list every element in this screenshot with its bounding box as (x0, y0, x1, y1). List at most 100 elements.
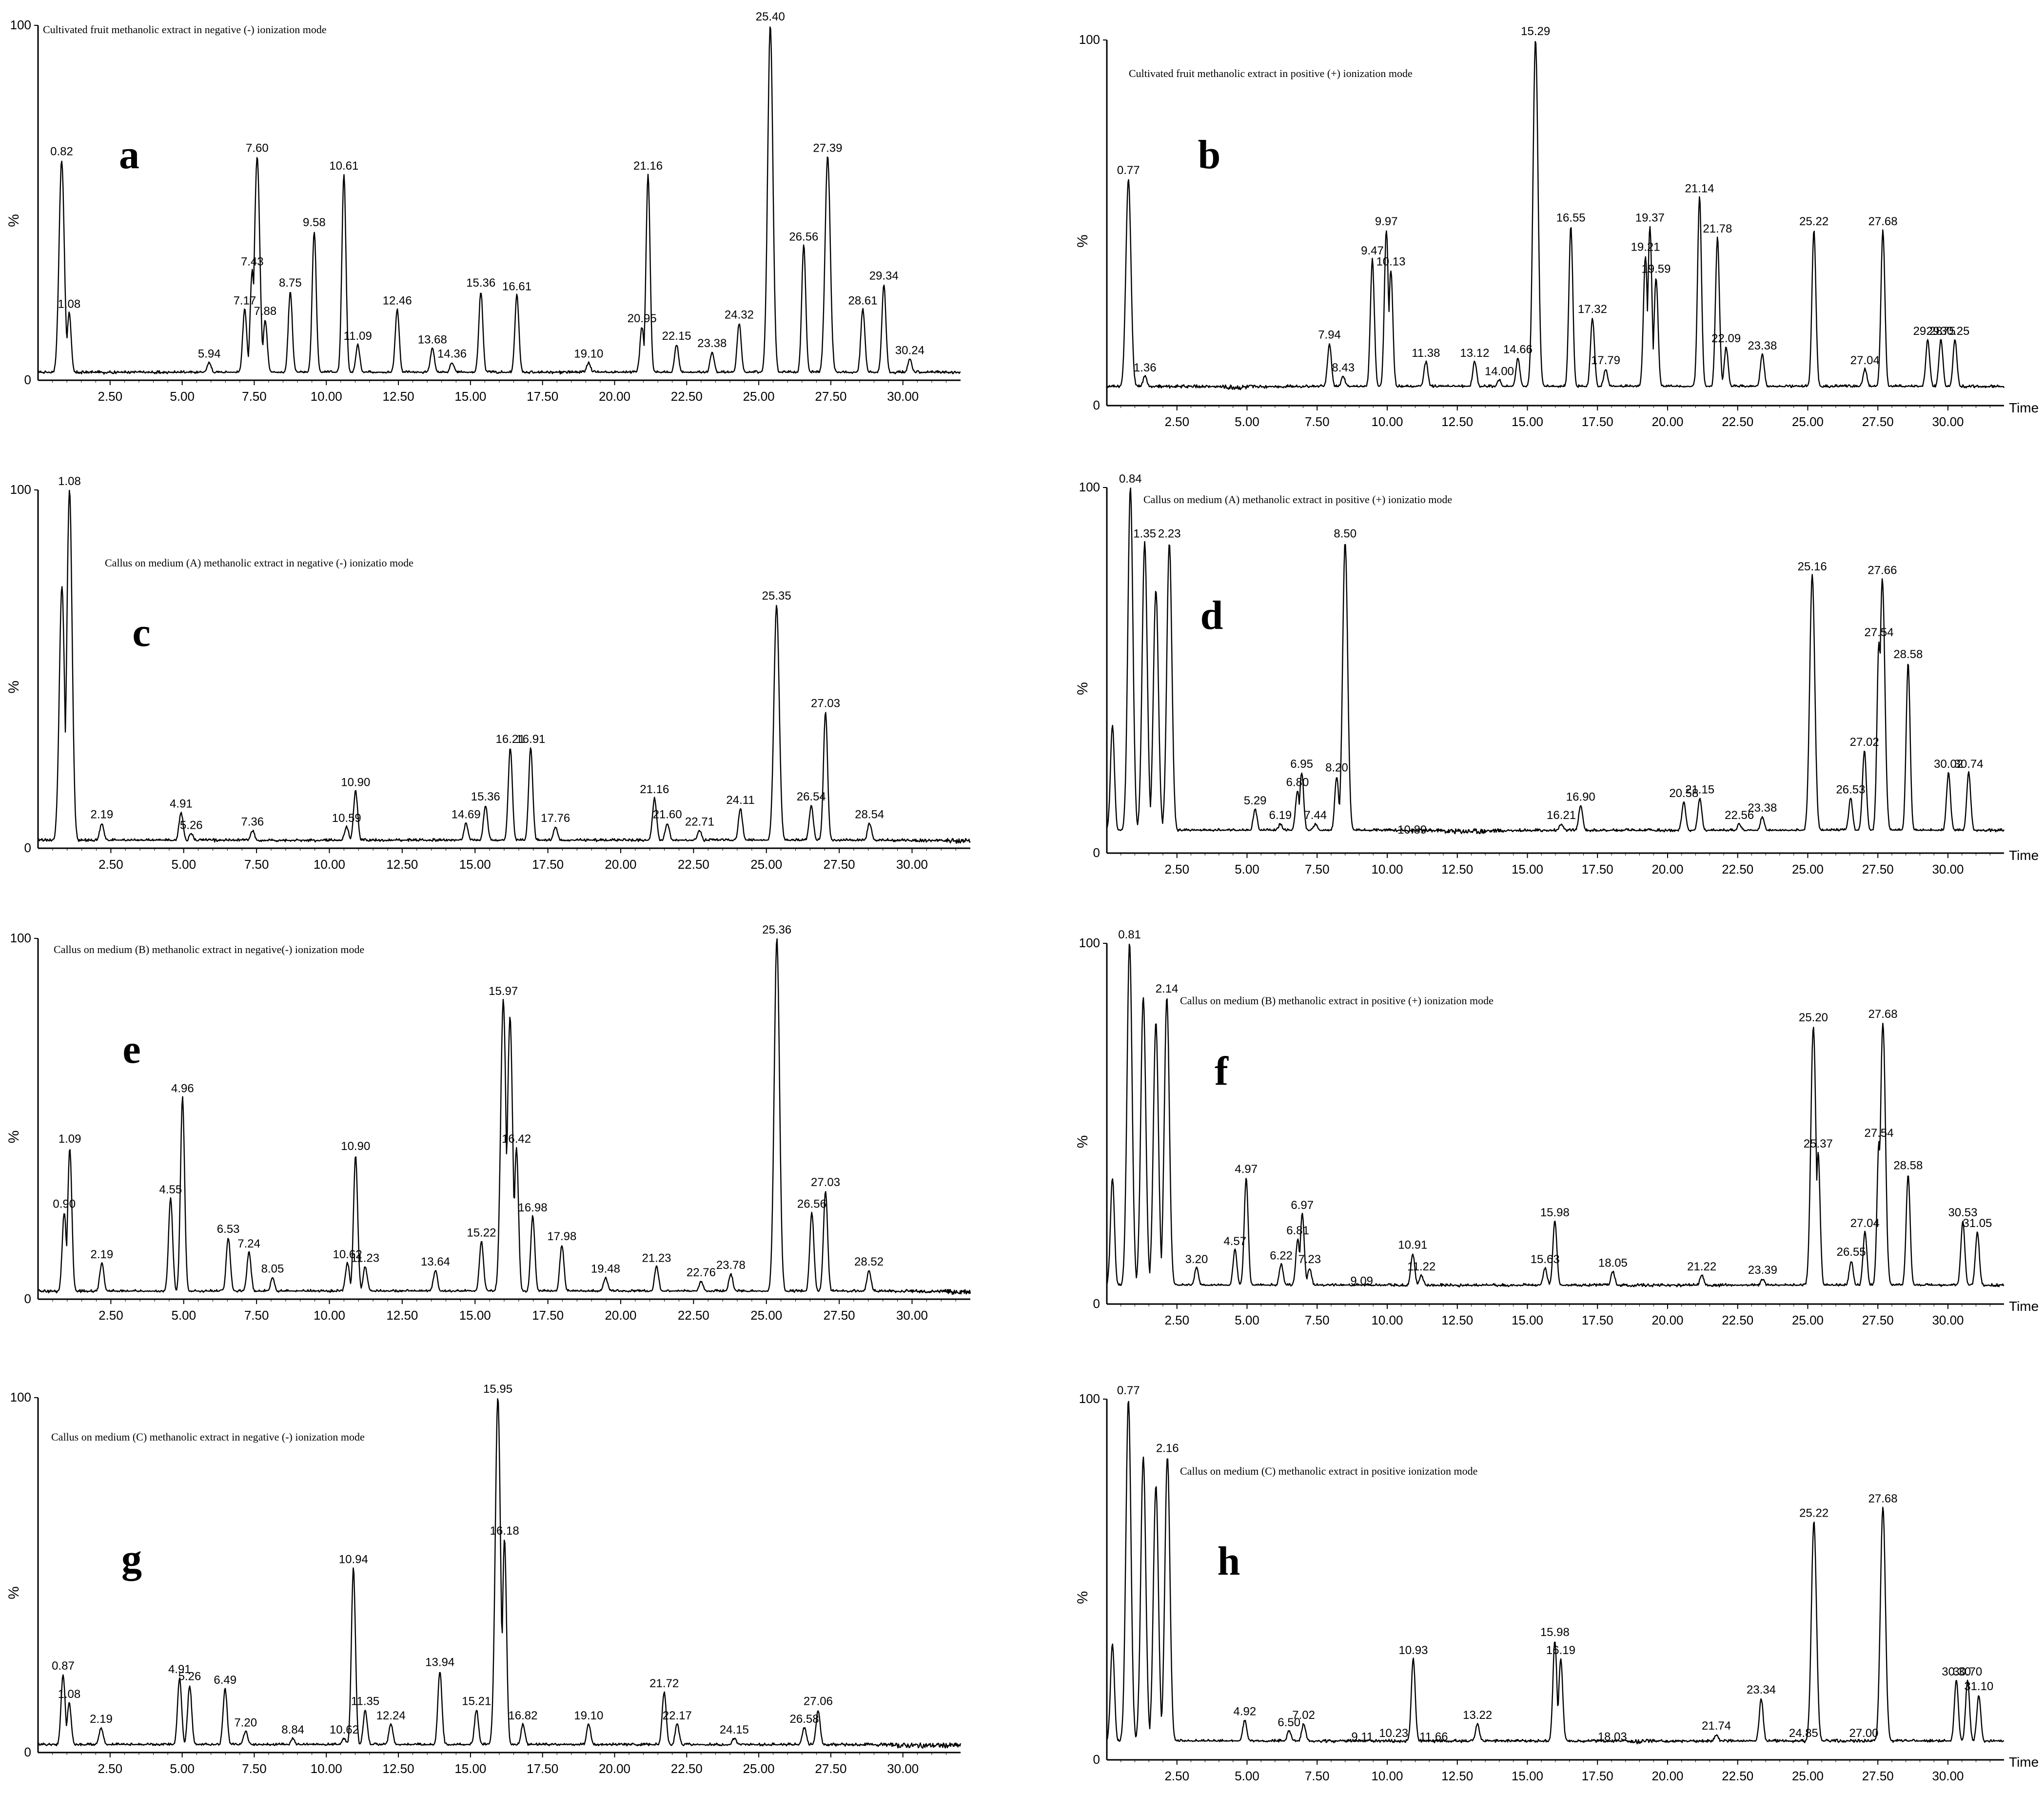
peak-label: 26.56 (789, 230, 818, 243)
peak-label: 27.04 (1850, 1217, 1880, 1230)
peak-label: 25.35 (762, 589, 791, 603)
peak-label: 16.21 (1547, 809, 1576, 822)
peak-label: 7.24 (237, 1237, 260, 1250)
x-tick-label: 17.50 (1582, 1769, 1613, 1783)
peak-label: 19.21 (1631, 241, 1660, 254)
peak-label: 27.06 (804, 1695, 833, 1708)
peak-label: 17.98 (547, 1230, 576, 1243)
panel-title: Cultivated fruit methanolic extract in p… (1129, 67, 1413, 79)
x-tick-label: 22.50 (671, 389, 703, 404)
peak-label: 10.90 (341, 776, 370, 789)
peak-label: 11.66 (1419, 1730, 1448, 1743)
peak-label: 7.44 (1304, 809, 1327, 822)
peak-label: 2.14 (1156, 982, 1179, 995)
x-tick-label: 30.00 (896, 857, 928, 872)
peak-label: 30.74 (1954, 758, 1984, 771)
chromatogram-trace (38, 938, 971, 1295)
x-axis-label: Time (2009, 1299, 2039, 1314)
peak-label: 5.26 (178, 1670, 201, 1683)
x-tick-label: 27.50 (1862, 862, 1894, 877)
y-axis-label: % (1075, 682, 1091, 695)
x-tick-label: 12.50 (1441, 862, 1473, 877)
peak-label: 31.10 (1964, 1680, 1993, 1693)
peak-label: 10.59 (332, 812, 361, 825)
peak-label: 14.00 (1485, 365, 1514, 378)
peak-label: 6.19 (1269, 809, 1292, 822)
peak-label: 14.36 (437, 348, 467, 361)
panel-letter: b (1198, 132, 1221, 177)
peak-label: 16.21 (496, 733, 525, 746)
x-axis-label: Time (2009, 400, 2039, 415)
x-tick-label: 15.00 (1512, 1769, 1543, 1783)
y-tick-label: 100 (1079, 1391, 1100, 1406)
y-tick-label: 0 (24, 1291, 31, 1306)
x-tick-label: 12.50 (383, 1761, 414, 1776)
peak-label: 0.87 (52, 1659, 75, 1673)
chromatogram-trace (1106, 1401, 2004, 1745)
peak-label: 27.54 (1865, 626, 1894, 639)
y-tick-label: 100 (1079, 480, 1100, 494)
peak-label: 31.05 (1963, 1217, 1992, 1230)
x-tick-label: 25.00 (743, 1761, 775, 1776)
x-tick-label: 22.50 (1722, 1313, 1753, 1327)
peak-label: 17.76 (541, 812, 570, 825)
y-tick-label: 100 (1079, 935, 1100, 950)
peak-label: 14.66 (1503, 343, 1533, 356)
peak-label: 21.23 (642, 1251, 671, 1265)
peak-label: 4.91 (168, 1663, 191, 1676)
y-tick-label: 0 (1093, 845, 1100, 860)
peak-label: 13.64 (421, 1255, 450, 1268)
x-tick-label: 10.00 (314, 857, 345, 872)
peak-label: 27.66 (1867, 564, 1897, 577)
peak-label: 7.02 (1292, 1709, 1315, 1722)
chromatogram-panel-a: 0 100% 2.50 5.00 7.50 10.00 12.50 15.00 17.50 20.… (6, 10, 961, 404)
x-tick-label: 20.00 (1651, 414, 1683, 429)
x-tick-label: 20.00 (1651, 1769, 1683, 1783)
peak-label: 7.17 (234, 294, 256, 307)
peak-label: 9.58 (303, 216, 326, 229)
peak-label: 0.77 (1117, 164, 1140, 177)
x-tick-label: 2.50 (1164, 1313, 1189, 1327)
x-tick-label: 25.00 (1792, 1313, 1824, 1327)
peak-label: 15.97 (489, 985, 518, 998)
peak-label: 16.42 (502, 1132, 531, 1146)
peak-label: 22.09 (1711, 332, 1741, 345)
x-tick-label: 20.00 (599, 1761, 630, 1776)
peak-label: 10.93 (1398, 1644, 1428, 1657)
peak-label: 13.68 (418, 333, 447, 346)
x-tick-label: 15.00 (459, 857, 491, 872)
peak-label: 19.59 (1641, 263, 1671, 276)
peak-label: 16.18 (490, 1524, 519, 1538)
peak-label: 11.22 (1407, 1260, 1435, 1273)
x-tick-label: 27.50 (815, 1761, 846, 1776)
peak-label: 21.74 (1702, 1719, 1731, 1733)
y-tick-label: 100 (1079, 32, 1100, 47)
chromatogram-trace (1106, 487, 2005, 835)
y-tick-label: 0 (1093, 1296, 1100, 1311)
panel-title: Callus on medium (B) methanolic extract … (1180, 994, 1494, 1007)
peak-label: 23.39 (1748, 1264, 1777, 1277)
peak-label: 16.82 (508, 1709, 537, 1722)
peak-label: 8.75 (279, 276, 302, 290)
peak-label: 27.02 (1850, 736, 1879, 749)
peak-label: 19.37 (1635, 212, 1665, 225)
y-axis-label: % (6, 1130, 22, 1144)
peak-label: 1.36 (1134, 361, 1157, 374)
x-tick-label: 22.50 (671, 1761, 703, 1776)
peak-label: 22.15 (662, 330, 691, 343)
peak-label: 15.36 (466, 276, 495, 290)
x-tick-label: 30.00 (1932, 414, 1964, 429)
peak-label: 30.24 (895, 344, 924, 357)
peak-label: 7.36 (241, 815, 264, 828)
panel-letter: h (1218, 1539, 1240, 1584)
x-tick-label: 27.50 (824, 857, 855, 872)
peak-label: 26.54 (797, 790, 826, 803)
x-tick-label: 2.50 (98, 1308, 123, 1323)
y-tick-label: 100 (10, 18, 31, 32)
x-tick-label: 10.00 (1371, 414, 1403, 429)
peak-label: 10.61 (329, 159, 358, 173)
x-tick-label: 17.50 (527, 389, 558, 404)
x-tick-label: 20.00 (605, 1308, 636, 1323)
x-tick-label: 27.50 (1862, 1313, 1894, 1327)
